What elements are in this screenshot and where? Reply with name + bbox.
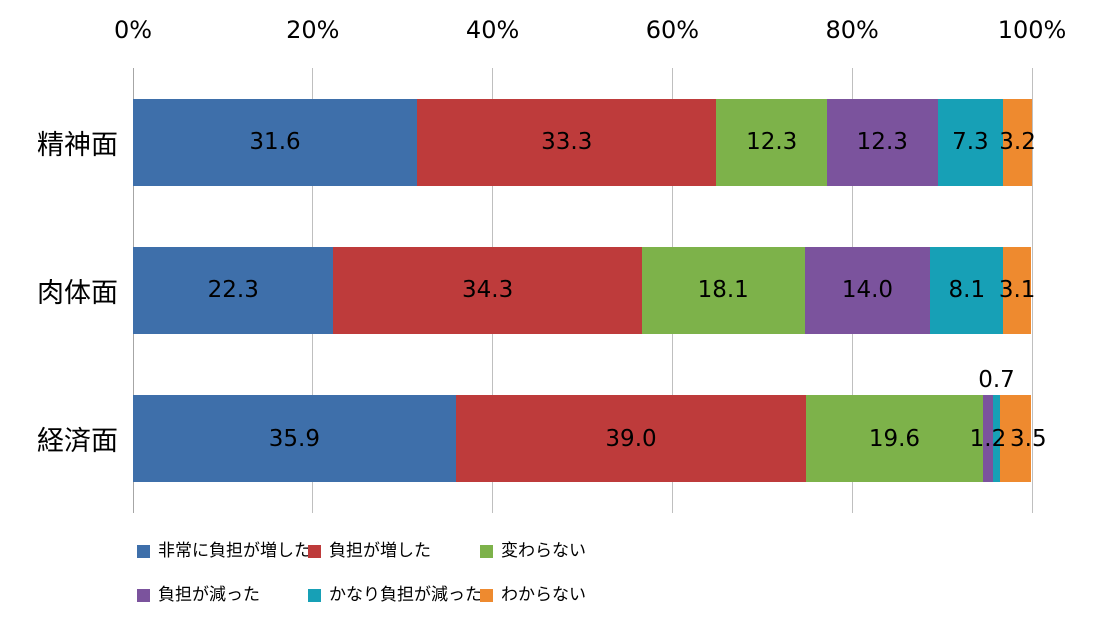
stacked-bar: 31.6 33.3 12.3 12.3 7.3 3.2: [133, 98, 1036, 186]
data-label: 8.1: [948, 277, 986, 304]
data-label: 14.0: [841, 277, 894, 304]
bar-segment: 7.3: [937, 98, 1004, 186]
bar-row: 経済面 0.7 35.9 39.0 19.6 1.2 3.5: [37, 365, 1047, 513]
data-label: 35.9: [268, 425, 320, 452]
bar-segment: 31.6: [133, 98, 418, 186]
legend-swatch: [308, 588, 321, 602]
legend-swatch: [308, 544, 321, 558]
data-label: 39.0: [605, 425, 657, 452]
data-label: 31.6: [249, 129, 301, 155]
bar-segment: 34.3: [333, 246, 642, 334]
bar-segment: 3.2: [999, 98, 1036, 186]
bar-segment: 39.0: [455, 395, 807, 483]
tick-label: 20%: [286, 16, 340, 44]
data-label: 7.3: [952, 129, 989, 155]
bar-segment: 35.9: [133, 395, 456, 483]
data-label: 18.1: [697, 277, 749, 304]
data-label: 3.1: [998, 277, 1036, 304]
data-label: 22.3: [207, 277, 259, 304]
bar-row: 肉体面 22.3 34.3 18.1 14.0 8.1 3.1: [37, 216, 1035, 364]
x-axis: 0% 20% 40% 60% 80% 100%: [114, 14, 1066, 48]
tick-label: 80%: [825, 16, 879, 44]
bar-segment: 3.5: [999, 395, 1047, 483]
legend-item: 負担が減った: [137, 582, 308, 608]
data-label: 1.2: [969, 425, 1007, 452]
legend-item: わからない: [480, 582, 586, 608]
legend-item: 負担が増した: [308, 538, 480, 564]
bar-segment: 18.1: [641, 246, 805, 334]
bar-segment: 14.0: [804, 246, 931, 334]
bar-segment: 8.1: [930, 246, 1004, 334]
data-label: 33.3: [541, 129, 593, 155]
bar-row: 精神面 31.6 33.3 12.3 12.3 7.3 3.2: [37, 68, 1036, 216]
gridline: [1031, 68, 1033, 513]
data-label: 12.3: [746, 129, 798, 155]
stacked-bar: 22.3 34.3 18.1 14.0 8.1 3.1: [133, 246, 1035, 334]
tick-label: 0%: [113, 16, 153, 44]
data-label: 3.5: [1010, 425, 1047, 452]
legend-item: かなり負担が減った: [308, 582, 482, 608]
data-label: 3.2: [999, 129, 1036, 155]
category-label: 経済面: [37, 426, 118, 458]
legend-swatch: [480, 588, 493, 602]
outside-data-label: 0.7: [978, 366, 1015, 393]
plot-area: 精神面 31.6 33.3 12.3 12.3 7.3 3.2 肉体面 22.3 34.3 18.1…: [37, 68, 1047, 513]
legend-label: 変わらない: [501, 541, 586, 561]
legend-swatch: [480, 544, 493, 558]
data-label: 19.6: [868, 425, 921, 452]
stacked-bar: 35.9 39.0 19.6 1.2 3.5: [133, 395, 1047, 483]
legend-label: わからない: [501, 585, 586, 605]
data-label: 12.3: [856, 129, 908, 155]
legend-label: 非常に負担が増した: [158, 541, 311, 561]
bar-segment: 19.6: [806, 395, 983, 483]
bar-segment: 22.3: [133, 246, 334, 334]
legend-label: 負担が減った: [158, 585, 260, 605]
legend-item: 変わらない: [480, 538, 586, 564]
category-label: 精神面: [37, 129, 118, 161]
bar-segment: [993, 395, 1000, 483]
bar-segment: 3.1: [999, 246, 1035, 334]
data-label: 34.3: [462, 277, 514, 304]
bar-segment: 1.2: [970, 395, 1006, 483]
legend: 非常に負担が増した 負担が増した 変わらない負担が減った かなり負担が減った わからない: [137, 538, 586, 608]
bar-segment: 12.3: [716, 98, 827, 186]
tick-label: 100%: [997, 16, 1067, 44]
legend-swatch: [137, 544, 150, 558]
legend-item: 非常に負担が増した: [137, 538, 311, 564]
legend-label: 負担が増した: [329, 541, 431, 561]
tick-label: 40%: [465, 16, 520, 44]
bar-segment: 12.3: [827, 98, 938, 186]
category-label: 肉体面: [37, 277, 118, 309]
legend-swatch: [137, 588, 150, 602]
tick-label: 60%: [645, 16, 700, 44]
legend-label: かなり負担が減った: [329, 585, 482, 605]
bar-segment: 33.3: [417, 98, 717, 186]
